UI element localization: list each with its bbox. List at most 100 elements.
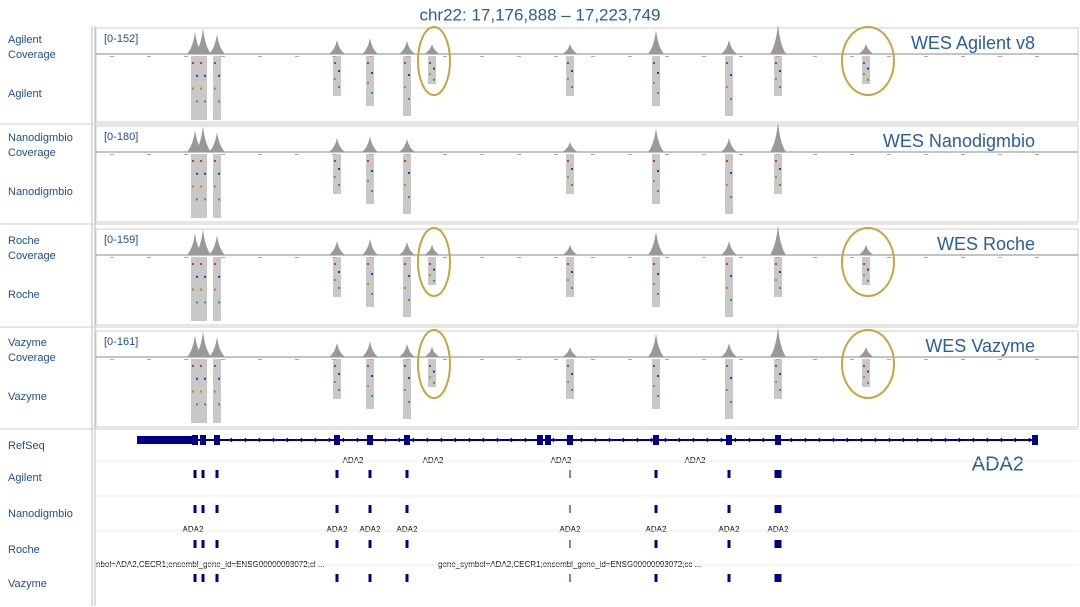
mismatch bbox=[338, 168, 340, 170]
stray-read bbox=[517, 154, 521, 155]
strand-arrow bbox=[901, 437, 905, 443]
mismatch bbox=[653, 283, 655, 285]
stray-read bbox=[258, 257, 262, 258]
read-stack bbox=[652, 56, 660, 106]
stray-read bbox=[443, 257, 447, 258]
strand-arrow bbox=[845, 437, 849, 443]
target-region bbox=[201, 470, 205, 478]
mismatch bbox=[429, 62, 431, 64]
stray-read bbox=[110, 257, 114, 258]
mismatch bbox=[218, 275, 220, 278]
coverage-peak bbox=[424, 245, 440, 255]
mismatch bbox=[367, 365, 369, 367]
mismatch bbox=[338, 271, 340, 273]
strand-arrow bbox=[705, 437, 709, 443]
read-stack bbox=[191, 257, 199, 321]
coverage-peak bbox=[562, 142, 578, 152]
read-stack bbox=[366, 359, 374, 409]
stray-read bbox=[221, 56, 225, 57]
label-line: Coverage bbox=[8, 352, 56, 364]
data-range: [0-161] bbox=[104, 336, 138, 348]
read-stack bbox=[725, 56, 733, 116]
target-region bbox=[405, 505, 409, 513]
gene-label: ADA2 bbox=[183, 525, 204, 534]
strand-arrow bbox=[929, 437, 933, 443]
coverage-peak bbox=[399, 139, 415, 152]
mismatch bbox=[192, 288, 194, 291]
utr bbox=[137, 436, 195, 444]
stray-read bbox=[221, 257, 225, 258]
strand-arrow bbox=[985, 437, 989, 443]
target-region bbox=[193, 574, 197, 582]
target-region bbox=[215, 470, 219, 478]
mismatch bbox=[779, 287, 781, 289]
mismatch bbox=[338, 373, 340, 375]
stray-read bbox=[369, 154, 373, 155]
strand-arrow bbox=[383, 437, 387, 443]
mismatch bbox=[204, 403, 206, 406]
mismatch bbox=[367, 160, 369, 162]
label-line: Vazyme bbox=[8, 337, 47, 349]
stray-read bbox=[332, 56, 336, 57]
target-region bbox=[727, 470, 731, 478]
stray-read bbox=[554, 56, 558, 57]
stray-read bbox=[221, 154, 225, 155]
track-label: Agilent bbox=[8, 472, 42, 484]
target-region bbox=[368, 505, 372, 513]
mismatch bbox=[433, 78, 435, 81]
read-stack bbox=[213, 257, 221, 321]
strand-arrow bbox=[481, 437, 485, 443]
mismatch bbox=[726, 184, 728, 186]
read-stack bbox=[566, 56, 574, 96]
mismatch bbox=[192, 185, 194, 188]
mismatch bbox=[730, 275, 732, 277]
stray-read bbox=[258, 359, 262, 360]
label-line: Roche bbox=[8, 235, 40, 247]
target-region bbox=[193, 470, 197, 478]
mismatch bbox=[730, 377, 732, 379]
target-region bbox=[215, 574, 219, 582]
label-line: Agilent bbox=[8, 34, 42, 46]
mismatch bbox=[779, 271, 781, 273]
coverage-peak bbox=[770, 24, 786, 54]
mismatch bbox=[214, 390, 216, 393]
mismatch bbox=[200, 390, 202, 393]
mismatch bbox=[218, 301, 220, 304]
target-region bbox=[569, 540, 571, 548]
strand-arrow bbox=[453, 437, 457, 443]
stray-read bbox=[850, 56, 854, 57]
stray-read bbox=[406, 359, 410, 360]
strand-arrow bbox=[313, 437, 317, 443]
read-stack bbox=[213, 56, 221, 120]
coverage-peak bbox=[362, 136, 378, 152]
mismatch bbox=[196, 301, 198, 304]
target-region bbox=[405, 574, 409, 582]
stray-read bbox=[665, 56, 669, 57]
stray-read bbox=[702, 257, 706, 258]
coverage-peak bbox=[209, 132, 225, 152]
stray-read bbox=[554, 154, 558, 155]
annotation: WES Nanodigmbio bbox=[883, 131, 1035, 151]
coverage-track-label: Agilent Coverage bbox=[8, 34, 56, 61]
target-region bbox=[774, 505, 782, 513]
mismatch bbox=[338, 389, 340, 391]
stray-read bbox=[443, 56, 447, 57]
mismatch bbox=[863, 263, 865, 265]
annotation: WES Vazyme bbox=[925, 336, 1035, 356]
coverage-peak bbox=[770, 225, 786, 255]
mismatch bbox=[567, 176, 569, 178]
highlight-circle bbox=[841, 227, 895, 297]
mismatch bbox=[775, 381, 777, 383]
stray-read bbox=[443, 359, 447, 360]
read-stack bbox=[725, 257, 733, 317]
mismatch bbox=[730, 401, 732, 403]
mismatch bbox=[204, 377, 206, 380]
mismatch bbox=[196, 403, 198, 406]
strand-arrow bbox=[299, 437, 303, 443]
mismatch bbox=[371, 190, 373, 192]
highlight-circle bbox=[417, 26, 451, 96]
mismatch bbox=[726, 287, 728, 289]
read-stack bbox=[403, 257, 411, 317]
stray-read bbox=[961, 56, 965, 57]
stray-read bbox=[184, 154, 188, 155]
